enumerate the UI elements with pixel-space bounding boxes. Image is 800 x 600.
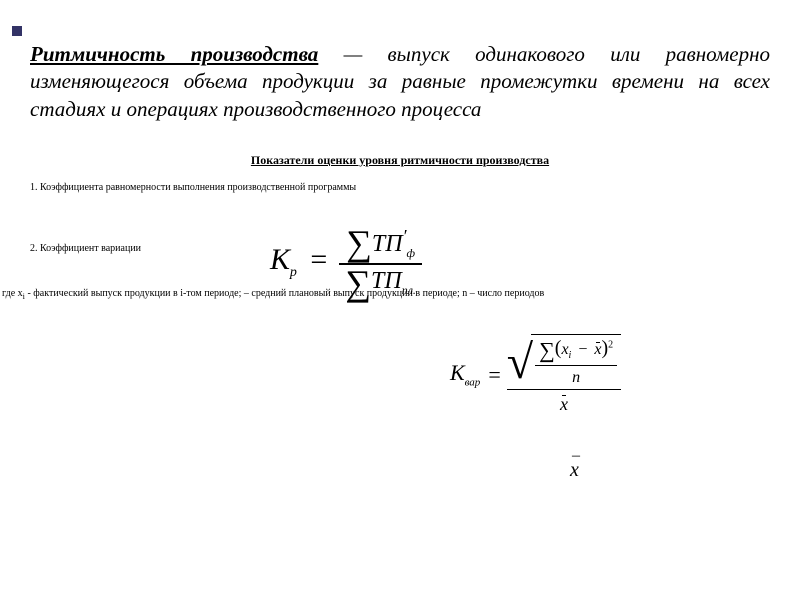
intro-dash: — [318,42,387,66]
lone-xbar: – x [570,454,580,482]
formula-kvar: Квар = √ ∑(xi − x)2 [450,334,621,415]
kvar-onum: √ ∑(xi − x)2 n [507,334,621,387]
kvar-eq: = [488,362,500,388]
kp-tp-num: ТП′ф [372,231,415,257]
xi-sub: i [569,350,572,361]
kp-lhs: Кр = [270,243,333,281]
kp-prime: ′ [403,226,407,246]
lone-x: x [570,459,579,481]
kvar-sqrt: √ ∑(xi − x)2 n [507,334,621,387]
list-item-1: 1. Коэффициента равномерности выполнения… [30,182,770,193]
formula-area: Кр = ∑ТП′ф ∑ТПпл. где хi - фактический в… [30,254,770,514]
kvar-radicand: ∑(xi − x)2 n [531,334,621,387]
note-a: где х [2,288,23,299]
xbar-inner: x [594,341,601,359]
term: Ритмичность производства [30,42,318,66]
kvar-ibar [535,365,617,366]
kvar-outer-frac: √ ∑(xi − x)2 n [507,334,621,415]
note-c: - фактический выпуск продукции в i-том п… [25,288,544,299]
section-title: Показатели оценки уровня ритмичности про… [30,153,770,168]
bullet-icon [12,26,22,36]
xi: xi [561,341,571,358]
minus: − [578,341,587,358]
kvar-sub: вар [465,377,481,389]
xbar-outer: x [560,394,568,415]
note-line: где хi - фактический выпуск продукции в … [2,288,770,301]
kvar-inum: ∑(xi − x)2 [535,337,617,363]
square: 2 [608,340,613,351]
kvar-obar [507,389,621,390]
kvar-lhs: Квар [450,360,480,388]
kp-sub: р [290,265,297,280]
kp-eq: = [310,243,327,276]
sqrt-icon: √ [507,339,533,387]
intro-paragraph: Ритмичность производства — выпуск одинак… [30,41,770,123]
slide: Ритмичность производства — выпуск одинак… [0,0,800,600]
kp-K: К [270,243,290,276]
kvar-iden: n [535,368,617,387]
kvar-inner-frac: ∑(xi − x)2 n [535,337,617,387]
sigma-icon: ∑ [346,227,372,259]
kp-numerator: ∑ТП′ф [339,224,422,263]
sigma-icon: ∑ [539,337,555,362]
kvar-oden: x [507,392,621,415]
kp-sub-f: ф [407,246,416,260]
kvar-K: К [450,360,465,385]
